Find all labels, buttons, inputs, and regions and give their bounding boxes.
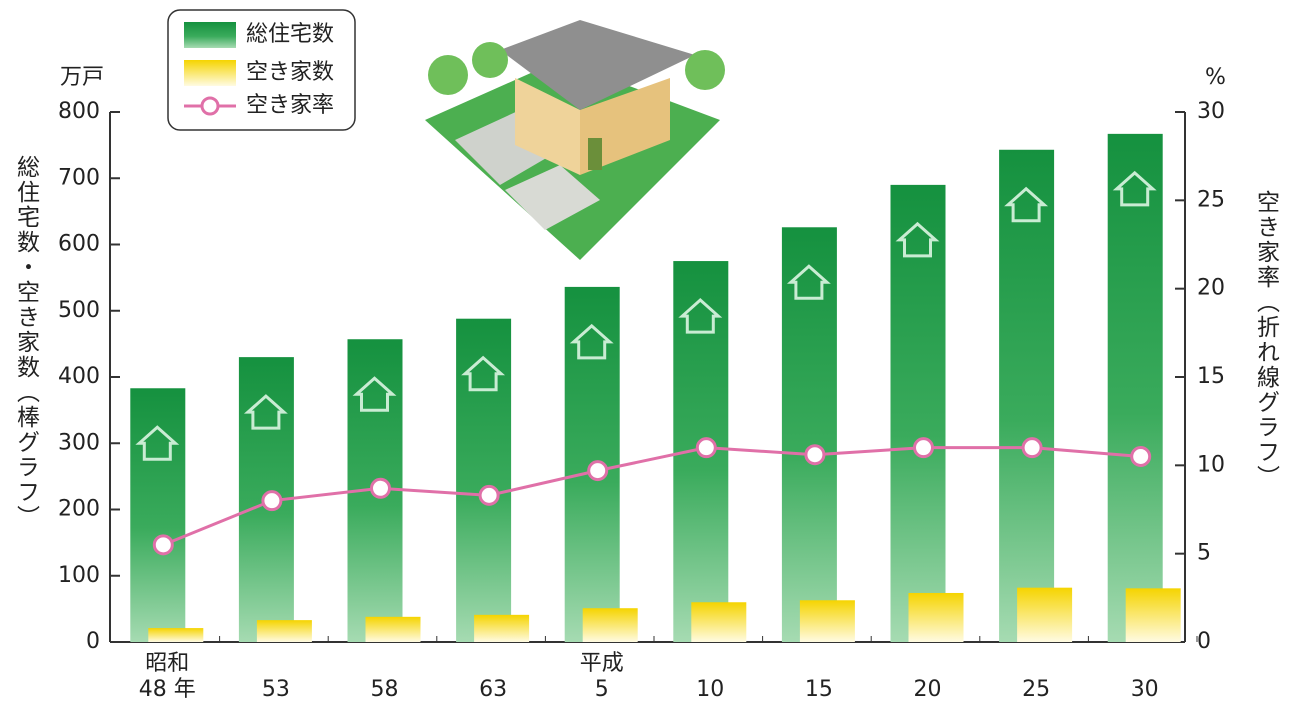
- bar: [474, 614, 530, 642]
- y-tick-label: 400: [58, 364, 100, 389]
- line-marker: [478, 484, 500, 506]
- house-icon: [135, 425, 180, 461]
- legend-marker: [200, 96, 220, 116]
- y-tick-label: 800: [58, 99, 100, 124]
- y2-tick-label: 15: [1197, 364, 1225, 389]
- bar: [691, 602, 747, 642]
- line-marker: [261, 490, 283, 512]
- y2-tick-label: 0: [1197, 629, 1211, 654]
- x-tick-label: 昭和: [145, 651, 189, 676]
- y-tick-label: 700: [58, 165, 100, 190]
- legend: 総住宅数 空き家数 空き家率: [167, 9, 356, 131]
- roof: [500, 20, 695, 110]
- line-marker: [913, 437, 934, 459]
- tree: [472, 42, 508, 78]
- house-icon: [1112, 170, 1157, 207]
- line-marker: [695, 437, 717, 459]
- line: [162, 446, 1141, 547]
- bar: [1125, 588, 1181, 642]
- line-marker: [804, 444, 826, 466]
- bar: [799, 600, 855, 642]
- line-marker: [370, 477, 391, 499]
- y-tick-label: 500: [58, 298, 100, 323]
- y-unit: 万戸: [60, 65, 104, 90]
- y-tick-label: 100: [58, 563, 100, 588]
- house-illustration: [425, 20, 725, 260]
- legend-label: 空き家率: [246, 93, 334, 118]
- house-icon: [1004, 186, 1049, 223]
- house-icon: [352, 376, 397, 412]
- wall: [515, 78, 580, 175]
- x-tick-label: 15: [805, 677, 833, 702]
- line-marker: [587, 460, 609, 482]
- bar: [999, 149, 1055, 642]
- legend-swatch: [184, 22, 236, 48]
- legend-label: 総住宅数: [246, 22, 334, 47]
- line-marker: [152, 534, 174, 556]
- house-icon: [786, 264, 831, 300]
- house-icon: [461, 355, 506, 392]
- bar: [365, 616, 421, 642]
- path: [505, 165, 600, 230]
- bar: [148, 628, 204, 642]
- line-marker: [1021, 437, 1043, 459]
- bar: [908, 592, 964, 642]
- bar: [582, 608, 638, 642]
- y2-tick-label: 30: [1197, 99, 1225, 124]
- legend-label: 空き家数: [246, 60, 334, 85]
- line-marker: [1130, 446, 1152, 467]
- y2-tick-label: 5: [1197, 541, 1211, 566]
- bar: [781, 227, 837, 642]
- y2-tick-label: 20: [1197, 276, 1225, 301]
- y2-axis-title: 空き家率（折れ線グラフ）: [1253, 190, 1281, 490]
- wall: [580, 78, 670, 175]
- bar: [256, 620, 312, 642]
- tree: [685, 50, 725, 90]
- y2-unit: %: [1205, 65, 1226, 90]
- legend-swatch: [184, 60, 236, 86]
- x-tick-label: 25: [1022, 677, 1050, 702]
- y-tick-label: 300: [58, 430, 100, 455]
- bar: [130, 388, 186, 642]
- house-icon: [243, 394, 288, 430]
- tree: [428, 55, 468, 95]
- bar: [456, 318, 512, 642]
- x-tick-label: 30: [1131, 677, 1159, 702]
- y-tick-label: 200: [58, 497, 100, 522]
- x-tick-label: 53: [262, 677, 290, 702]
- bar: [1107, 133, 1163, 643]
- door: [588, 138, 602, 170]
- y-axis-title: 総住宅数・空き家数（棒グラフ）: [13, 155, 41, 530]
- x-tick-label: 58: [371, 677, 399, 702]
- x-tick-label: 平成: [580, 651, 624, 676]
- x-tick-label: 5: [595, 677, 609, 702]
- x-tick-label: 63: [479, 677, 507, 702]
- x-tick-label: 48 年: [139, 677, 196, 702]
- bar: [1017, 587, 1073, 642]
- y2-tick-label: 10: [1197, 452, 1225, 477]
- x-tick-label: 10: [696, 677, 724, 702]
- bar: [890, 184, 946, 642]
- house-icon: [678, 298, 723, 334]
- y2-tick-label: 25: [1197, 187, 1225, 212]
- y-tick-label: 0: [86, 629, 100, 654]
- x-tick-label: 20: [914, 677, 942, 702]
- house-icon: [569, 323, 614, 360]
- y-tick-label: 600: [58, 232, 100, 257]
- house-icon: [895, 221, 940, 258]
